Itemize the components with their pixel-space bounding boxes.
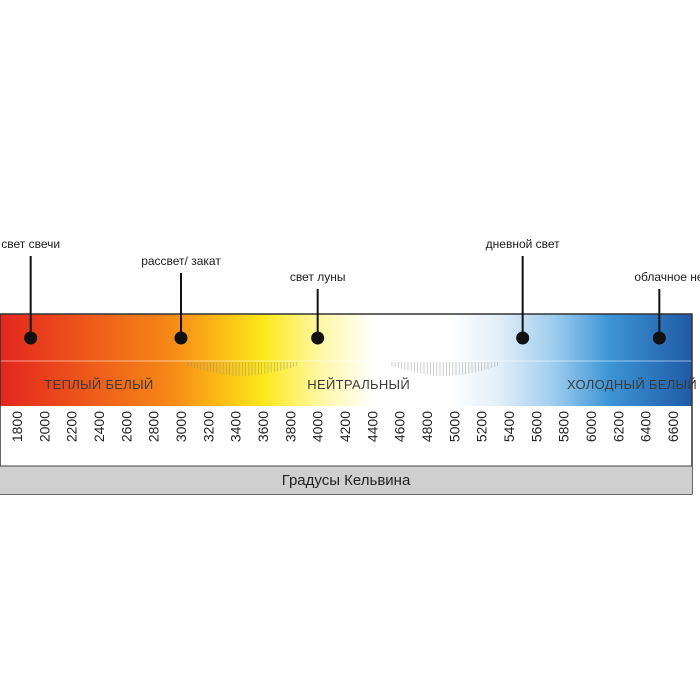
- tick-label: 5400: [501, 411, 517, 442]
- markers: свет свечи рассвет/ закат свет луны дневной…: [1, 237, 700, 345]
- tick-label: 2200: [64, 411, 80, 442]
- band-label: НЕЙТРАЛЬНЫЙ: [307, 377, 410, 392]
- tick-label: 6000: [583, 411, 599, 442]
- marker-dot: [174, 331, 188, 345]
- marker-label: дневной свет: [486, 237, 561, 251]
- tick-label: 2800: [146, 411, 162, 442]
- tick-label: 4200: [337, 411, 353, 442]
- tick-label: 2000: [36, 411, 52, 442]
- tick-label: 4600: [392, 411, 408, 442]
- tick-label: 3200: [200, 411, 216, 442]
- marker: свет луны: [290, 270, 346, 345]
- marker-label: облачное небо: [634, 270, 700, 284]
- axis-title: Градусы Кельвина: [282, 472, 411, 489]
- axis-title-bar: [0, 466, 692, 494]
- marker: рассвет/ закат: [141, 254, 221, 345]
- tick-label: 4800: [419, 411, 435, 442]
- tick-label: 2400: [91, 411, 107, 442]
- tick-labels: 1800 2000 2200 2400 2600 2800 3000 3200 3400 3600…: [9, 411, 681, 442]
- tick-label: 6200: [610, 411, 626, 442]
- tick-label: 5600: [528, 411, 544, 442]
- marker-label: свет свечи: [1, 237, 60, 251]
- marker-label: рассвет/ закат: [141, 254, 221, 268]
- spectrum-bar: [0, 314, 692, 406]
- tick-label: 5200: [474, 411, 490, 442]
- tick-label: 3800: [282, 411, 298, 442]
- marker-dot: [24, 331, 38, 345]
- marker-label: свет луны: [290, 270, 346, 284]
- tick-label: 4000: [310, 411, 326, 442]
- tick-label: 5000: [446, 411, 462, 442]
- tick-label: 4400: [364, 411, 380, 442]
- marker: облачное небо: [634, 270, 700, 345]
- marker: свет свечи: [1, 237, 60, 345]
- band-label: ХОЛОДНЫЙ БЕЛЫЙ: [567, 377, 697, 392]
- tick-label: 3400: [228, 411, 244, 442]
- tick-label: 5800: [556, 411, 572, 442]
- tick-label: 6600: [665, 411, 681, 442]
- marker-dot: [652, 331, 666, 345]
- marker-dot: [311, 331, 325, 345]
- tick-label: 6400: [638, 411, 654, 442]
- tick-label: 1800: [9, 411, 25, 442]
- band-labels: ТЕПЛЫЙ БЕЛЫЙ НЕЙТРАЛЬНЫЙ ХОЛОДНЫЙ БЕЛЫЙ: [44, 377, 697, 392]
- marker: дневной свет: [486, 237, 561, 345]
- tick-label: 2600: [118, 411, 134, 442]
- band-label: ТЕПЛЫЙ БЕЛЫЙ: [44, 377, 153, 392]
- transition-hatches: [187, 362, 499, 376]
- tick-label: 3000: [173, 411, 189, 442]
- marker-dot: [516, 331, 530, 345]
- tick-label: 3600: [255, 411, 271, 442]
